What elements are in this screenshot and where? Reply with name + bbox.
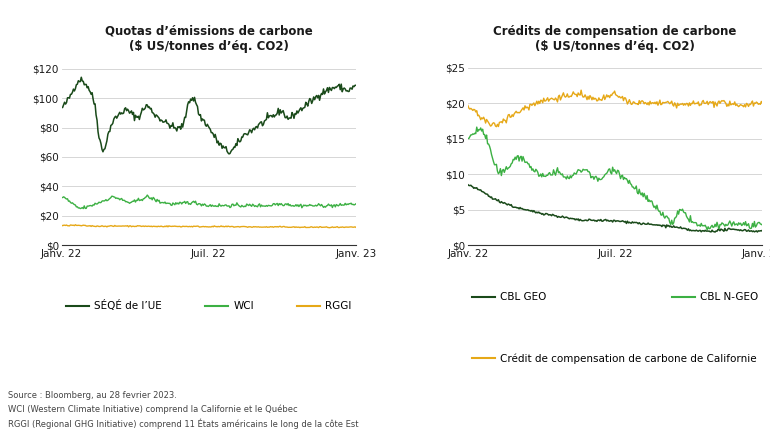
- Legend: SÉQÉ de l’UE, WCI, RGGI: SÉQÉ de l’UE, WCI, RGGI: [62, 296, 356, 315]
- Title: Quotas d’émissions de carbone
($ US/tonnes d’éq. CO2): Quotas d’émissions de carbone ($ US/tonn…: [105, 25, 313, 53]
- Text: Source : Bloomberg, au 28 fevrier 2023.
WCI (Western Climate Initiative) compren: Source : Bloomberg, au 28 fevrier 2023. …: [8, 391, 358, 429]
- Legend: CBL GEO, CBL N-GEO: CBL GEO, CBL N-GEO: [468, 288, 762, 307]
- Title: Crédits de compensation de carbone
($ US/tonnes d’éq. CO2): Crédits de compensation de carbone ($ US…: [494, 25, 737, 53]
- Legend: Crédit de compensation de carbone de Californie: Crédit de compensation de carbone de Cal…: [468, 349, 761, 368]
